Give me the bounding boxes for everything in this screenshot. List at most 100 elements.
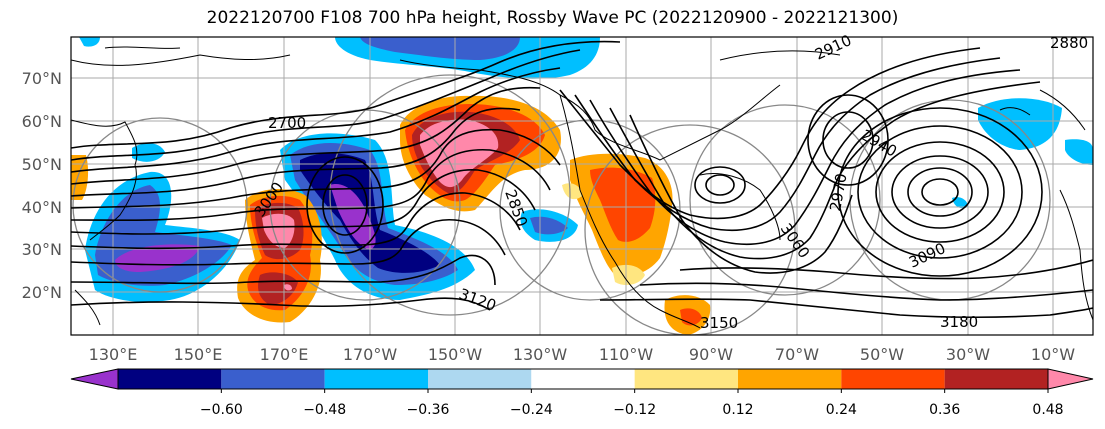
- contour-low-ring: [807, 94, 889, 186]
- pos-anomaly-subtropical-pacific-peak: [262, 213, 295, 248]
- coast-north-america: [399, 50, 841, 329]
- contour-low-ring: [857, 125, 1023, 259]
- colorbar-extend-high: [1047, 368, 1094, 390]
- contour-low-ring: [822, 111, 874, 169]
- height-contours: [71, 40, 1093, 319]
- contour-low-ring: [907, 167, 973, 217]
- lat-label: 20°N: [22, 283, 62, 302]
- lon-label: 110°W: [599, 345, 654, 364]
- packet-circle-west: [72, 117, 248, 293]
- neg-anomaly-north-atlantic: [978, 98, 1062, 150]
- contour-line: [71, 254, 496, 286]
- lon-label: 10°W: [1031, 345, 1075, 364]
- colorbar-segment: [841, 369, 945, 389]
- pos-anomaly-hawaii-peak: [284, 284, 292, 291]
- lat-label: 60°N: [22, 112, 62, 131]
- lat-label: 50°N: [22, 155, 62, 174]
- plot-area: [71, 37, 1093, 335]
- pos-anomaly-far-west: [71, 155, 89, 200]
- contour-line: [589, 69, 1021, 246]
- colorbar-tick-label: 0.36: [929, 402, 960, 418]
- colorbar-segment: [324, 369, 428, 389]
- colorbar-segment: [634, 369, 738, 389]
- lon-label: 30°W: [946, 345, 990, 364]
- lon-label: 130°E: [89, 345, 138, 364]
- packet-circle-east-us: [689, 104, 881, 296]
- colorbar-segment: [118, 369, 222, 389]
- lon-label: 170°W: [343, 345, 398, 364]
- colorbar-tick-label: −0.48: [303, 402, 346, 418]
- colorbar-segment: [944, 369, 1048, 389]
- packet-circle-north-america: [584, 124, 796, 335]
- lat-label: 40°N: [22, 198, 62, 217]
- contour-line: [639, 282, 1093, 301]
- colorbar-tick-label: 0.12: [722, 402, 753, 418]
- lat-label: 30°N: [22, 240, 62, 259]
- colorbar-tick-label: 0.48: [1032, 402, 1063, 418]
- colorbar-segment: [428, 369, 532, 389]
- plot-frame: [70, 36, 1094, 336]
- contour-low-ring: [705, 174, 735, 196]
- colorbar: −0.60 −0.48 −0.36 −0.24 −0.12 0.12 0.24 0.36 0.4…: [70, 368, 1094, 418]
- colorbar-frame: [117, 368, 1049, 390]
- packet-circle-alaska: [329, 74, 571, 316]
- contour-line: [559, 47, 981, 220]
- colorbar-tick-label: 0.24: [826, 402, 857, 418]
- lon-label: 50°W: [860, 345, 904, 364]
- contour-low-ring: [891, 155, 989, 229]
- contour-line: [71, 169, 536, 235]
- contour-line: [71, 40, 621, 149]
- contour-low-ring: [322, 174, 368, 236]
- contour-line: [629, 114, 853, 274]
- coastlines: [71, 46, 1093, 329]
- latitude-labels: 70°N 60°N 50°N 40°N 30°N 20°N: [22, 69, 62, 302]
- contour-label: 3180: [940, 313, 978, 331]
- map-title: 2022120700 F108 700 hPa height, Rossby W…: [206, 8, 899, 28]
- neg-anomaly-central-pacific-peak: [330, 184, 376, 250]
- contour-line: [599, 298, 1093, 319]
- contour-low-ring: [875, 141, 1005, 243]
- colorbar-segment: [221, 369, 325, 389]
- contour-line: [679, 259, 1093, 280]
- contour-label: 2700: [268, 114, 306, 132]
- neg-anomaly-central-atlantic: [952, 197, 968, 209]
- contour-label: 3150: [700, 314, 738, 332]
- contour-line: [71, 86, 541, 185]
- colorbar-segment: [738, 369, 842, 389]
- neg-anomaly-europe: [1065, 139, 1093, 165]
- contour-line: [71, 107, 521, 197]
- colorbar-tick-label: −0.12: [613, 402, 656, 418]
- neg-anomaly-greenland: [79, 37, 100, 47]
- lat-label: 70°N: [22, 69, 62, 88]
- contour-low-ring: [694, 166, 746, 204]
- contour-low-ring: [837, 107, 1043, 277]
- contour-line: [71, 67, 561, 173]
- colorbar-tick-label: −0.60: [200, 402, 243, 418]
- colorbar-segment: [531, 369, 635, 389]
- longitude-labels: 130°E 150°E 170°E 170°W 150°W 130°W 110°…: [89, 345, 1076, 364]
- contour-line: [574, 57, 1001, 232]
- lon-label: 70°W: [775, 345, 819, 364]
- graticule: [71, 37, 1093, 335]
- neg-anomaly-west-pacific-peak: [115, 244, 200, 272]
- wave-packet-circles: [72, 74, 1051, 335]
- contour-line: [71, 297, 491, 311]
- contour-low-ring: [306, 156, 384, 254]
- neg-anomaly-kamchatka: [132, 143, 165, 162]
- coast-europe-africa: [999, 89, 1093, 321]
- lon-label: 90°W: [689, 345, 733, 364]
- lon-label: 150°W: [428, 345, 483, 364]
- colorbar-tick-label: −0.36: [407, 402, 450, 418]
- neg-anomaly-arctic-core: [360, 37, 520, 60]
- pos-anomaly-north-america-south: [562, 183, 582, 200]
- pos-anomaly-north-america-inner: [590, 167, 656, 242]
- colorbar-tick-label: −0.24: [510, 402, 553, 418]
- colorbar-extend-low: [70, 368, 119, 390]
- lon-label: 150°E: [174, 345, 223, 364]
- lon-label: 130°W: [513, 345, 568, 364]
- contour-line: [609, 81, 1041, 260]
- coast-asia: [71, 46, 291, 326]
- contour-label: 2880: [1050, 34, 1088, 52]
- contour-low-ring: [921, 178, 959, 206]
